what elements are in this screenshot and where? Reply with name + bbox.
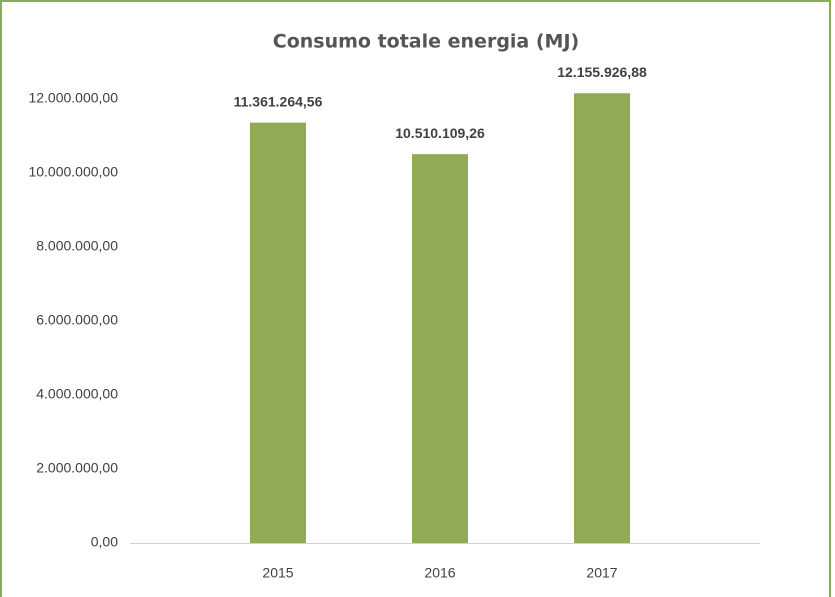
- y-tick-label: 10.000.000,00: [28, 164, 118, 180]
- y-tick-label: 4.000.000,00: [36, 386, 118, 402]
- bar: [250, 122, 306, 543]
- data-label: 12.155.926,88: [557, 64, 647, 80]
- y-tick-label: 6.000.000,00: [36, 312, 118, 328]
- data-label: 11.361.264,56: [234, 93, 323, 109]
- y-tick-label: 2.000.000,00: [36, 460, 118, 476]
- chart-title: Consumo totale energia (MJ): [273, 31, 579, 53]
- x-tick-label: 2017: [586, 565, 617, 581]
- x-tick-label: 2015: [262, 565, 293, 581]
- x-tick-label: 2016: [424, 565, 455, 581]
- bar: [412, 154, 468, 543]
- bar: [574, 93, 630, 543]
- y-tick-label: 0,00: [91, 534, 118, 550]
- y-tick-label: 12.000.000,00: [28, 90, 118, 106]
- y-tick-label: 8.000.000,00: [36, 238, 118, 254]
- data-label: 10.510.109,26: [395, 125, 485, 141]
